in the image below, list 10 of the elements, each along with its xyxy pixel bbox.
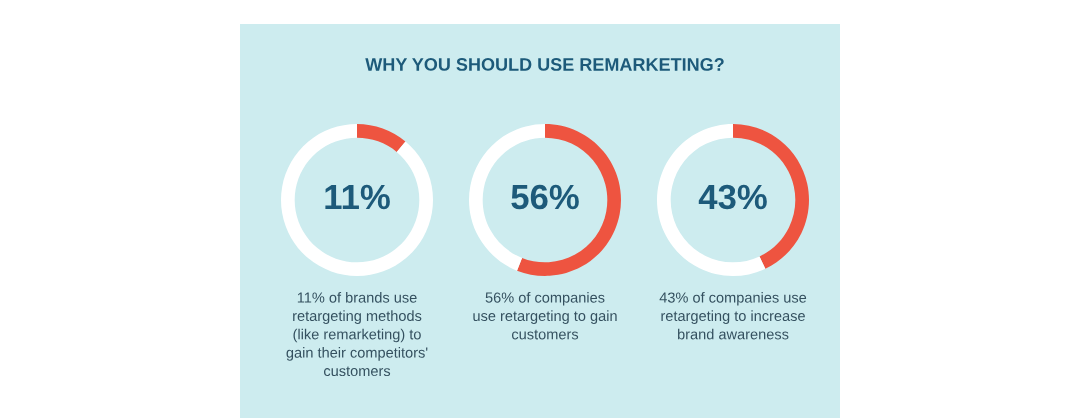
text: 43% of companies use retargeting to increase brand awareness [659,292,807,340]
donut-slice [357,124,406,152]
data-label: 56% [511,184,579,210]
data-label: 43% [698,184,767,210]
donut-slice [657,124,766,276]
text: 56% of companies use retargeting to gain customers [473,292,617,340]
text: WHY YOU SHOULD USE REMARKETING? [365,58,724,71]
text: 11% of brands use retargeting methods (like remarketing) to gain their competitors' customers [286,292,428,377]
donut-slice [281,124,433,276]
data-label: 11% [325,184,390,210]
